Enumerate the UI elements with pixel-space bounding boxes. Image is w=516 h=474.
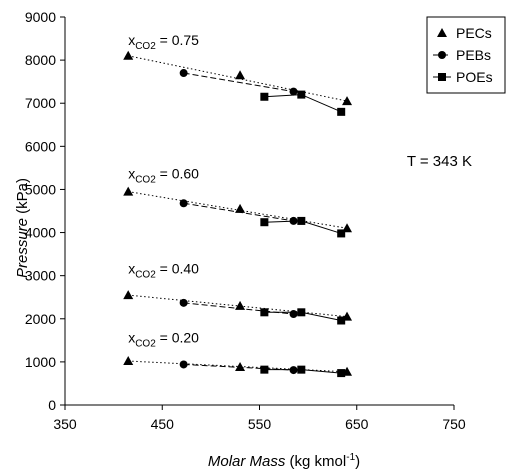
x-axis-units-exponent: -1 xyxy=(346,452,355,463)
poes-point xyxy=(297,216,306,225)
trendlines xyxy=(128,55,348,373)
y-tick-label: 9000 xyxy=(25,9,56,25)
legend-label-pecs: PECs xyxy=(456,25,492,41)
pebs-point xyxy=(179,69,188,78)
composition-label: xCO2 = 0.75 xyxy=(128,32,199,52)
legend-item-pebs: PEBs xyxy=(433,47,491,63)
legend-marker-pecs xyxy=(437,28,447,37)
poes-point xyxy=(337,229,346,238)
legend-marker-poes xyxy=(438,73,446,81)
legend-marker-pebs xyxy=(438,51,446,59)
pebs-line xyxy=(183,363,294,371)
data-series xyxy=(123,50,353,378)
pebs-line xyxy=(183,72,294,93)
legend-item-poes: POEs xyxy=(433,69,493,85)
poes-point xyxy=(297,90,306,99)
y-tick-label: 3000 xyxy=(25,268,56,284)
composition-label: xCO2 = 0.40 xyxy=(128,261,199,281)
poes-point xyxy=(260,92,269,101)
x-tick-label: 450 xyxy=(151,416,175,432)
pecs-point xyxy=(123,356,134,366)
poes-point xyxy=(337,107,346,116)
x-tick-label: 550 xyxy=(248,416,272,432)
x-axis-units: (kg kmol xyxy=(290,453,347,470)
composition-labels: xCO2 = 0.75 xCO2 = 0.60 xCO2 = 0.40 xCO2 = … xyxy=(128,32,199,349)
pebs-point xyxy=(289,87,298,96)
y-tick-label: 6000 xyxy=(25,138,56,154)
x-axis-units-end: ) xyxy=(355,453,360,470)
y-axis-title: Pressure xyxy=(14,218,31,278)
pecs-point xyxy=(123,290,134,300)
series-poes xyxy=(260,90,346,378)
y-axis-units: (kPa) xyxy=(14,178,31,214)
pecs-point xyxy=(123,186,134,196)
pecs-point xyxy=(235,70,246,80)
pebs-point xyxy=(289,310,298,319)
y-tick-label: 1000 xyxy=(25,354,56,370)
dotted-trendline xyxy=(128,360,348,373)
poes-point xyxy=(297,365,306,374)
temperature-annotation: T = 343 K xyxy=(407,153,472,170)
pecs-point xyxy=(123,50,134,60)
y-axis-label: Pressure (kPa) xyxy=(14,178,31,278)
y-tick-label: 4000 xyxy=(25,225,56,241)
y-tick-label: 5000 xyxy=(25,181,56,197)
axes: 0 1000 2000 3000 4000 5000 6000 7000 8000 9000 350… xyxy=(25,9,466,432)
y-tick-label: 2000 xyxy=(25,311,56,327)
x-tick-label: 350 xyxy=(53,416,77,432)
y-tick-label: 0 xyxy=(48,397,56,413)
legend-label-pebs: PEBs xyxy=(456,47,491,63)
legend: PECs PEBs POEs xyxy=(426,16,506,94)
poes-point xyxy=(337,316,346,325)
legend-item-pecs: PECs xyxy=(437,25,492,41)
series-pecs xyxy=(123,50,353,376)
composition-label: xCO2 = 0.60 xyxy=(128,166,199,186)
pebs-point xyxy=(179,199,188,208)
dotted-trendline xyxy=(128,294,348,318)
pecs-point xyxy=(235,203,246,213)
x-axis-title: Molar Mass xyxy=(208,453,286,470)
poes-point xyxy=(260,218,269,227)
y-tick-label: 8000 xyxy=(25,52,56,68)
x-axis-label: Molar Mass (kg kmol-1) xyxy=(208,452,360,470)
pecs-point xyxy=(235,362,246,372)
dotted-trendline xyxy=(128,55,348,102)
pebs-line xyxy=(183,202,294,222)
x-tick-label: 650 xyxy=(345,416,369,432)
pecs-point xyxy=(342,96,353,106)
pecs-point xyxy=(235,300,246,310)
poes-point xyxy=(260,365,269,374)
poes-point xyxy=(337,369,346,378)
y-tick-label: 7000 xyxy=(25,95,56,111)
poes-point xyxy=(297,308,306,317)
pebs-point xyxy=(179,360,188,369)
dotted-trendline xyxy=(128,191,348,229)
pebs-point xyxy=(179,298,188,307)
poes-point xyxy=(260,308,269,317)
legend-label-poes: POEs xyxy=(456,69,493,85)
x-tick-label: 750 xyxy=(442,416,466,432)
composition-label: xCO2 = 0.20 xyxy=(128,329,199,349)
